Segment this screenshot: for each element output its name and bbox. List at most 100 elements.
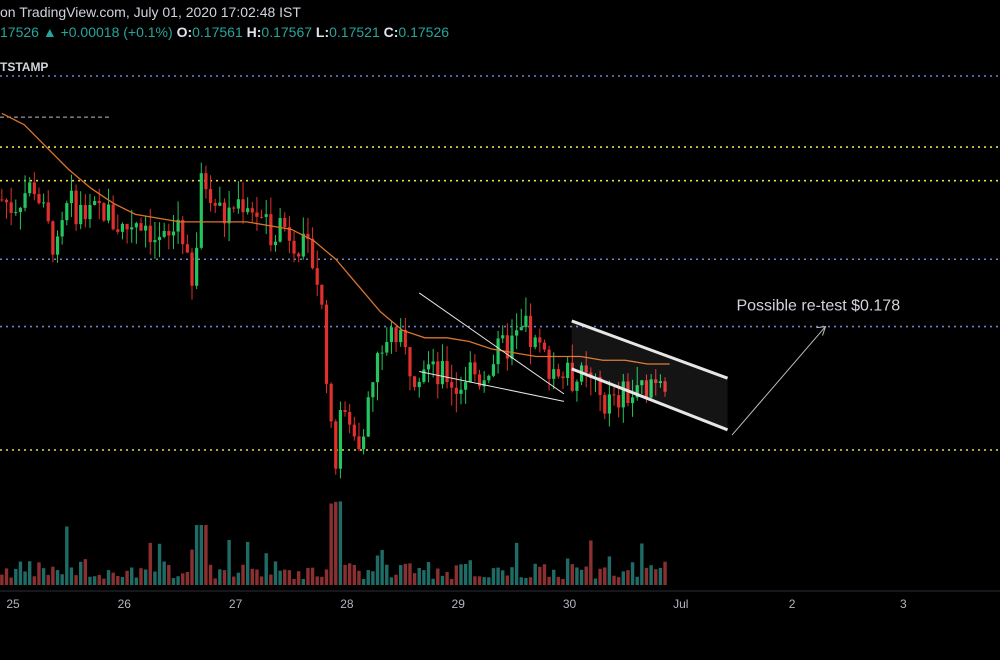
candle-body: [93, 201, 97, 205]
candle-body: [204, 173, 208, 190]
volume-bar: [264, 553, 268, 585]
candle-body: [617, 395, 621, 408]
volume-bar: [88, 576, 92, 585]
projection-arrowhead: [816, 325, 827, 336]
volume-bar: [222, 570, 227, 585]
candle-body: [111, 204, 115, 230]
price-change: +0.00018 (+0.1%): [60, 24, 173, 40]
volume-bar: [422, 570, 426, 585]
volume-bar: [658, 567, 663, 585]
candle-body: [459, 389, 463, 394]
x-tick-label: Jul: [673, 597, 688, 611]
volume-bar: [27, 561, 32, 585]
volume-bar: [69, 567, 74, 585]
x-tick-label: 2: [789, 597, 796, 611]
projection-arrow-line: [731, 326, 826, 436]
candle-body: [584, 365, 588, 373]
candle-body: [120, 223, 125, 232]
candle-body: [46, 202, 50, 222]
candle-body: [454, 387, 458, 394]
candle-body: [69, 190, 74, 204]
candle-body: [501, 335, 505, 339]
candle-body: [144, 225, 148, 231]
volume-bar: [37, 562, 41, 585]
volume-bar: [473, 576, 477, 585]
volume-bar: [79, 561, 83, 585]
candle-body: [190, 252, 194, 286]
volume-bar: [575, 567, 579, 585]
candle-body: [0, 199, 4, 201]
candle-body: [663, 381, 667, 392]
candle-body: [162, 231, 166, 237]
volume-bar: [371, 571, 375, 585]
volume-bar: [338, 501, 343, 585]
volume-bar: [468, 560, 472, 585]
ohlc-readout: 17526 ▲ +0.00018 (+0.1%) O:0.17561 H:0.1…: [0, 24, 449, 40]
candle-body: [4, 199, 9, 203]
volume-bar: [426, 561, 431, 585]
high-label: H:: [246, 24, 262, 40]
channel-fill: [571, 320, 728, 430]
volume-bar: [208, 564, 213, 585]
volume-bar: [626, 570, 630, 585]
volume-bar: [445, 572, 449, 585]
volume-bar: [547, 576, 551, 585]
volume-bar: [194, 525, 199, 585]
candle-body: [607, 394, 611, 414]
candle-body: [524, 315, 528, 328]
candle-body: [528, 315, 533, 348]
volume-bar: [375, 555, 380, 585]
close-value: 0.17526: [398, 24, 450, 40]
candle-body: [236, 199, 240, 209]
candle-body: [598, 376, 602, 395]
candle-body: [42, 202, 46, 204]
candle-body: [491, 364, 496, 376]
close-label: C:: [383, 24, 399, 40]
volume-bar: [528, 577, 533, 585]
candle-body: [134, 223, 138, 228]
volume-bar: [320, 576, 324, 585]
volume-bar: [236, 572, 241, 585]
volume-bar: [654, 569, 658, 585]
volume-bar: [259, 576, 264, 585]
volume-bar: [343, 564, 347, 585]
volume-bar: [607, 556, 612, 585]
candle-body: [23, 193, 27, 208]
candle-body: [9, 202, 13, 213]
candle-body: [181, 219, 185, 245]
candle-body: [232, 207, 236, 209]
candle-body: [246, 208, 250, 213]
volume-bar: [296, 571, 301, 585]
volume-bar: [190, 549, 194, 585]
volume-bar: [41, 568, 46, 585]
chart-source-line: on TradingView.com, July 01, 2020 17:02:…: [0, 4, 301, 20]
volume-bar: [92, 576, 97, 585]
volume-bar: [4, 568, 9, 585]
candle-body: [630, 397, 635, 404]
candle-body: [649, 379, 653, 398]
candle-body: [97, 201, 101, 204]
candle-body: [60, 220, 64, 237]
volume-bar: [324, 569, 329, 585]
candle-body: [125, 223, 129, 230]
volume-bar: [255, 569, 259, 585]
candle-body: [371, 382, 375, 398]
candle-body: [315, 268, 319, 285]
volume-bar: [32, 576, 37, 585]
volume-bar: [334, 501, 338, 585]
candle-body: [255, 212, 259, 217]
volume-bar: [357, 570, 361, 585]
candle-body: [167, 231, 171, 236]
volume-bar: [204, 525, 208, 585]
volume-bar: [538, 566, 542, 585]
volume-bar: [561, 578, 565, 585]
volume-bar: [380, 549, 384, 585]
volume-bar: [306, 567, 310, 585]
volume-bar: [565, 558, 570, 585]
volume-bar: [139, 568, 143, 585]
candle-body: [505, 335, 509, 359]
volume-bar: [74, 575, 78, 585]
candle-body: [575, 381, 579, 391]
candle-body: [348, 412, 352, 425]
